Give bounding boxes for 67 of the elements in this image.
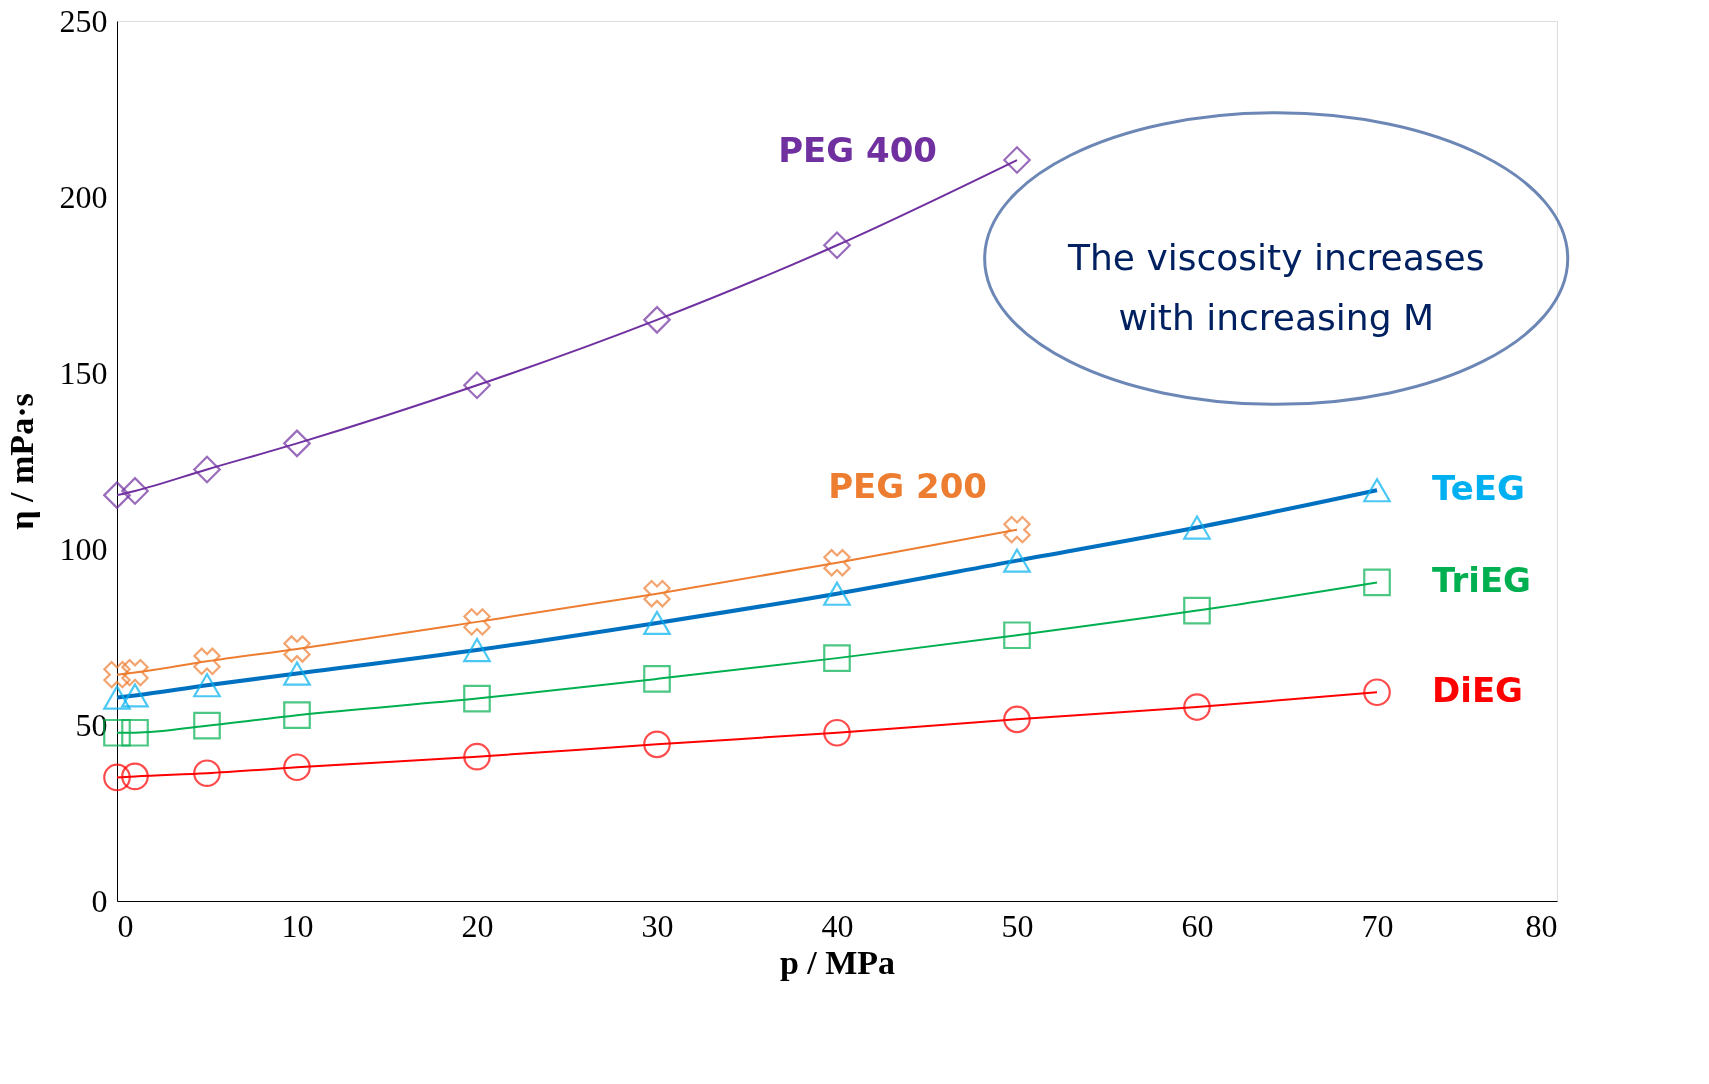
- point: [103, 763, 131, 792]
- point: [1363, 568, 1391, 597]
- point: [103, 685, 131, 710]
- x-tick-label: 30: [641, 907, 674, 944]
- point: [283, 429, 311, 458]
- point: [283, 753, 311, 782]
- series-label: PEG 200: [828, 465, 987, 506]
- point: [1003, 515, 1031, 544]
- point: [463, 371, 491, 400]
- point: [121, 683, 149, 708]
- point: [823, 231, 851, 260]
- point: [121, 718, 149, 747]
- point: [1003, 146, 1031, 174]
- y-tick-label: 150: [59, 354, 108, 391]
- point: [283, 661, 311, 686]
- y-axis-title: η / mPa·s: [2, 393, 40, 530]
- point: [643, 610, 671, 636]
- point: [1003, 621, 1031, 650]
- point: [193, 673, 221, 698]
- point: [1183, 515, 1211, 540]
- point: [643, 665, 671, 693]
- point: [643, 579, 671, 608]
- series-label: TeEG: [1432, 468, 1525, 509]
- x-tick-label: 80: [1525, 907, 1558, 944]
- point: [103, 481, 131, 509]
- y-tick-label: 0: [91, 882, 108, 919]
- point: [463, 608, 491, 636]
- point: [121, 762, 149, 791]
- point: [463, 742, 491, 771]
- y-tick-label: 250: [59, 2, 108, 39]
- point: [121, 477, 149, 505]
- point: [463, 637, 491, 663]
- point: [823, 718, 851, 747]
- point: [643, 306, 671, 334]
- point: [823, 581, 851, 606]
- x-tick-label: 60: [1181, 907, 1214, 944]
- point: [1363, 478, 1391, 503]
- x-axis-title: p / MPa: [779, 943, 896, 981]
- x-tick-label: 10: [281, 907, 314, 944]
- point: [823, 644, 851, 672]
- point: [1003, 548, 1031, 573]
- point: [193, 647, 221, 676]
- point: [283, 701, 311, 729]
- x-tick-label: 50: [1001, 907, 1034, 944]
- point: [283, 635, 311, 663]
- point: [1003, 705, 1031, 734]
- point: [1363, 678, 1391, 707]
- y-tick-label: 200: [59, 178, 108, 215]
- series-label: TriEG: [1432, 560, 1532, 601]
- series-label: PEG 400: [778, 130, 937, 171]
- point: [193, 455, 221, 484]
- series-label: DiEG: [1432, 670, 1524, 711]
- x-tick-label: 20: [461, 907, 494, 944]
- point: [823, 549, 851, 577]
- x-tick-label: 40: [821, 907, 854, 944]
- point: [193, 759, 221, 788]
- point: [1183, 693, 1211, 721]
- point: [193, 711, 221, 740]
- point: [121, 658, 149, 687]
- annotation: The viscosity increases with increasing M: [1067, 236, 1485, 338]
- x-tick-label: 70: [1361, 907, 1394, 944]
- point: [103, 660, 131, 689]
- point: [1183, 596, 1211, 625]
- x-tick-label: 0: [117, 907, 134, 944]
- point: [643, 730, 671, 759]
- y-tick-label: 100: [59, 530, 108, 567]
- point: [463, 684, 491, 713]
